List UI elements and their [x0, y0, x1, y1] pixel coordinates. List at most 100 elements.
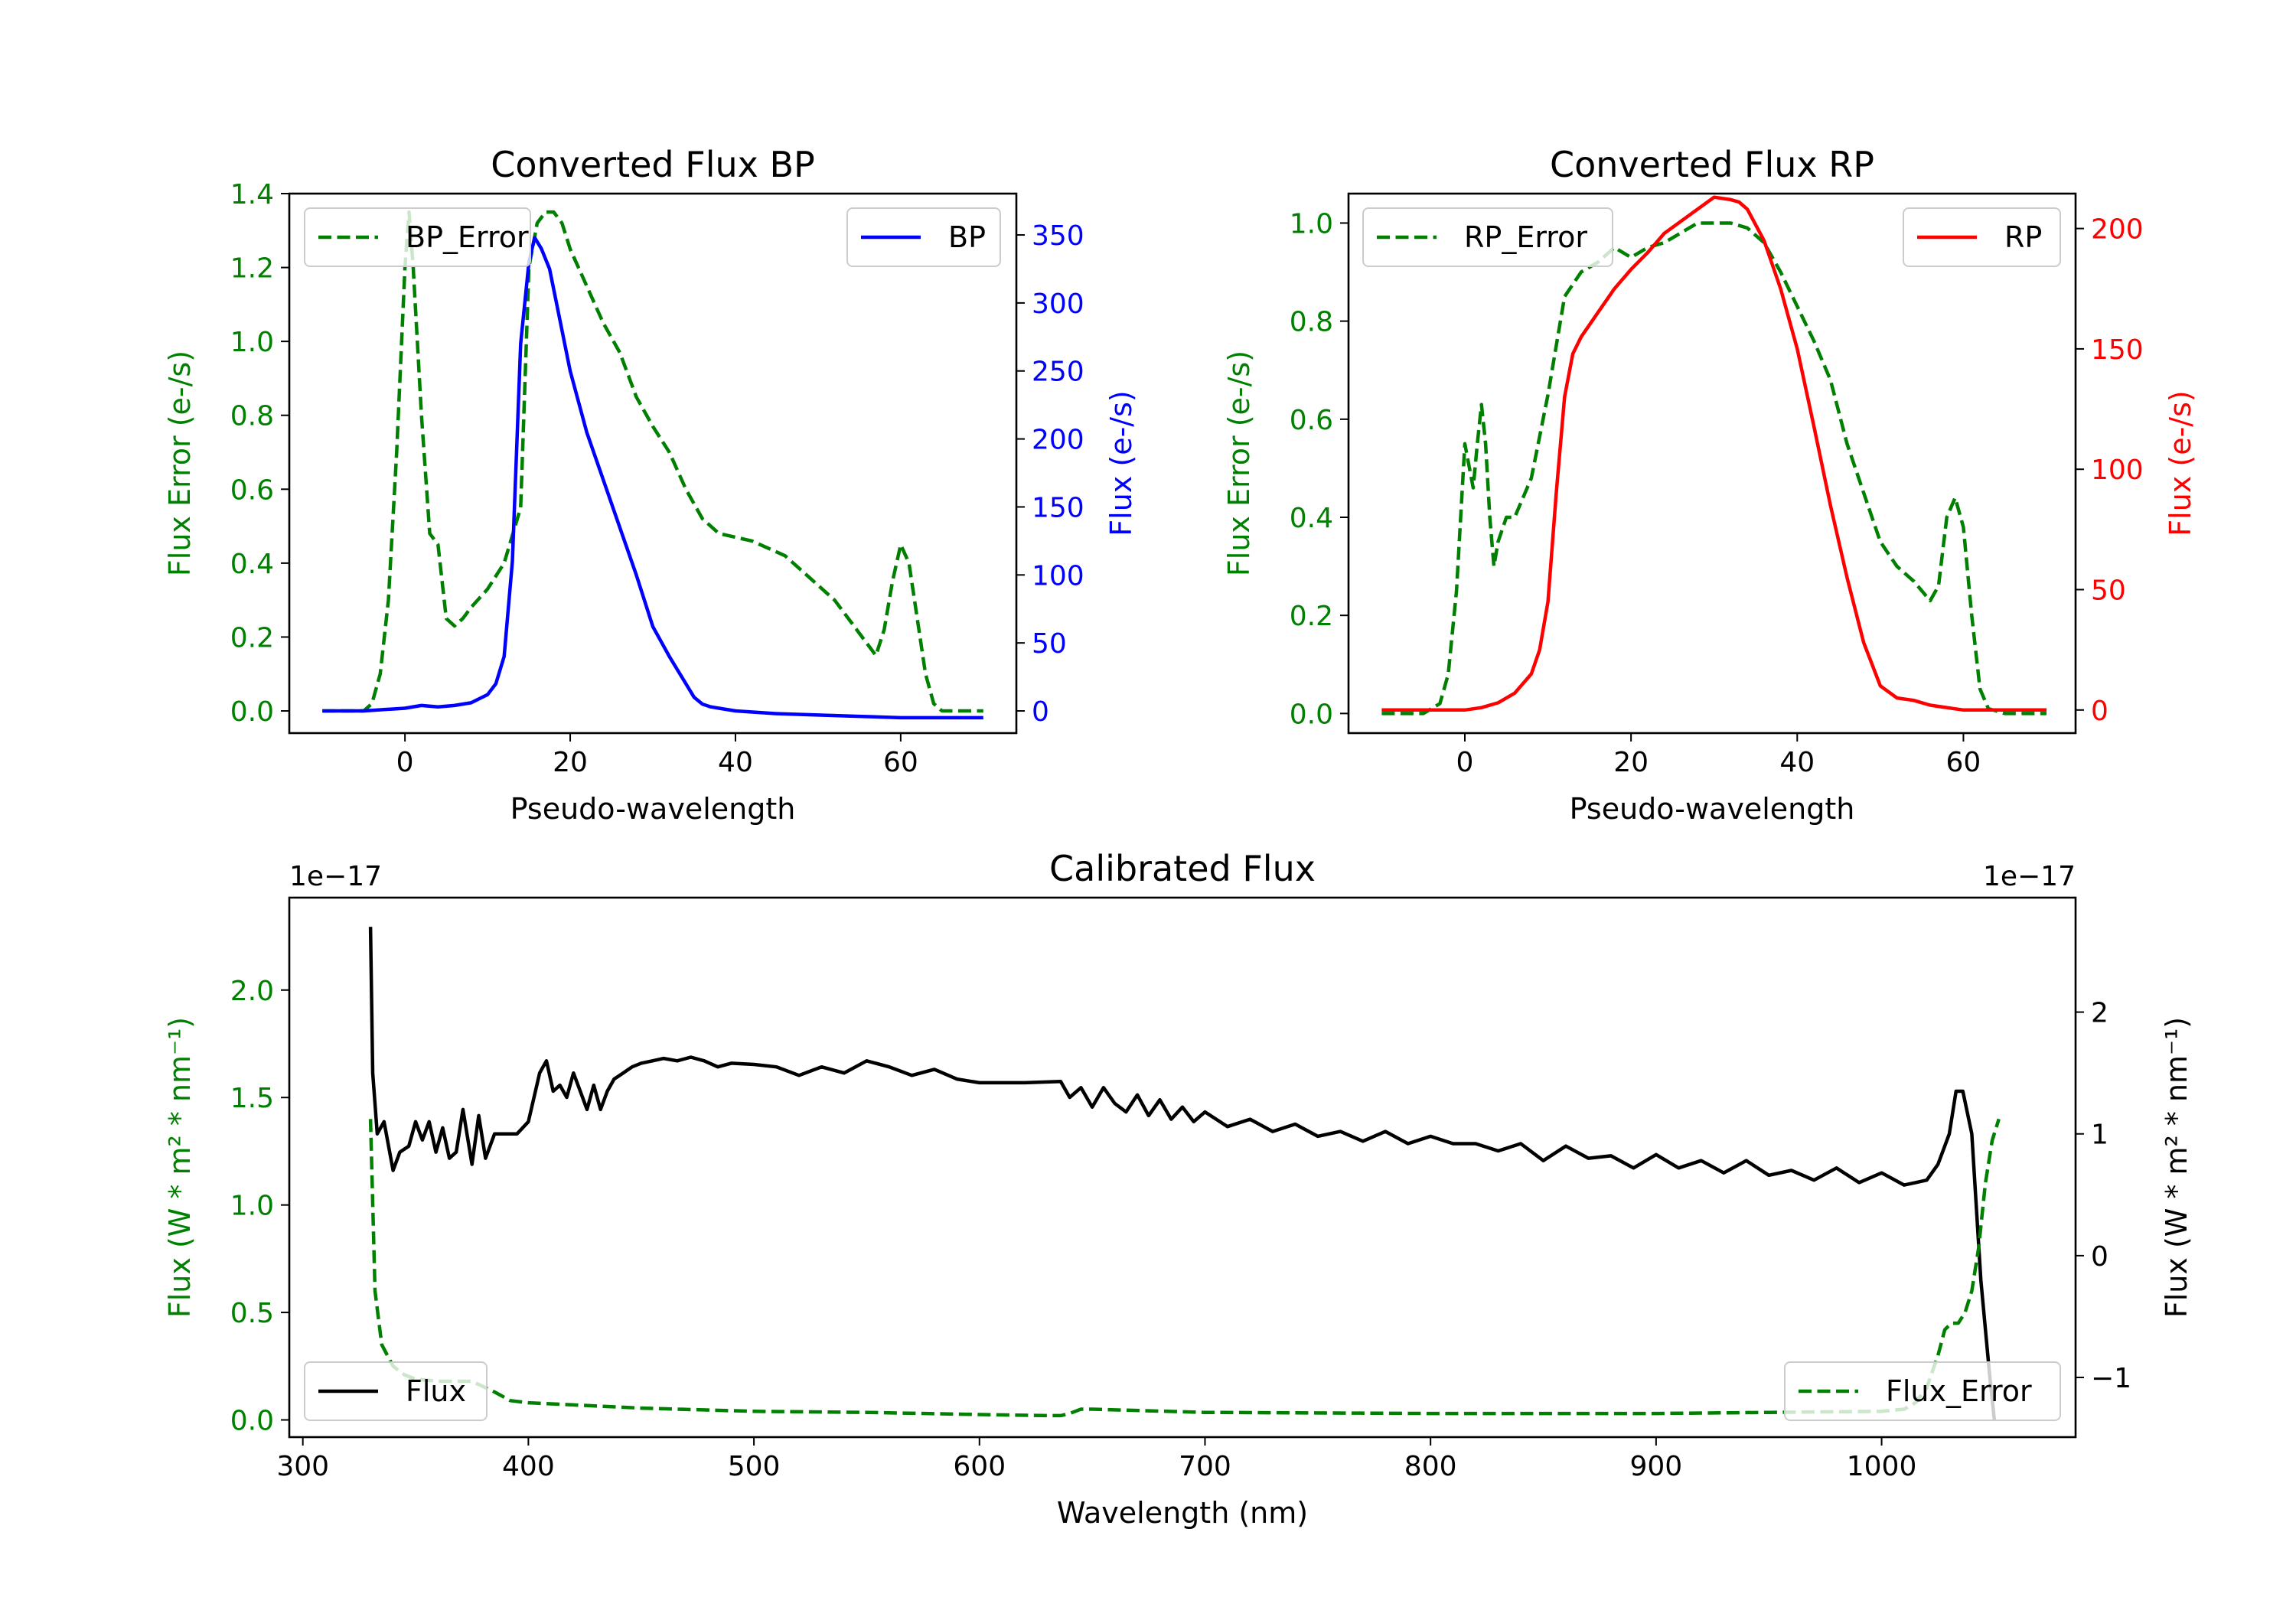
y-tick-label-left: 0.2 — [1290, 601, 1333, 632]
y-tick-label-left: 0.6 — [1290, 405, 1333, 436]
x-tick-label: 40 — [1779, 747, 1815, 778]
y-tick-label-right: 2 — [2091, 998, 2108, 1029]
legend-box — [1784, 1361, 2061, 1421]
y-tick-label-right: 300 — [1032, 288, 1084, 320]
y-tick-label-right: 0 — [2091, 696, 2108, 727]
y-tick-label-right: 150 — [2091, 334, 2144, 366]
y-offset-label-left: 1e−17 — [289, 861, 382, 892]
x-tick-label: 20 — [1613, 747, 1649, 778]
x-tick-label: 60 — [883, 747, 918, 778]
x-tick-label: 0 — [396, 747, 414, 778]
plot-area — [322, 210, 983, 720]
plot-area — [1381, 195, 2047, 715]
x-tick-label: 300 — [276, 1451, 329, 1482]
plot-area — [368, 927, 2001, 1420]
y-tick-label-left: 0.8 — [230, 401, 274, 432]
legend-left: BP_Error — [304, 207, 531, 267]
y-tick-label-left: 1.2 — [230, 253, 274, 285]
y-tick-label-right: 0 — [1032, 696, 1049, 728]
series-line-flux — [368, 927, 1997, 1420]
chart-title: Converted Flux BP — [491, 144, 815, 185]
y-tick-label-left: 0.5 — [230, 1298, 274, 1329]
x-axis-label: Pseudo-wavelength — [1570, 792, 1855, 826]
legend-label: RP — [2004, 220, 2042, 254]
legend-right: RP — [1903, 207, 2061, 267]
y-axis-label-left: Flux Error (e-/s) — [1222, 350, 1256, 576]
x-tick-label: 700 — [1179, 1451, 1231, 1482]
legend-right: Flux_Error — [1784, 1361, 2061, 1421]
y-tick-label-left: 1.0 — [230, 327, 274, 358]
y-tick-label-right: 1 — [2091, 1120, 2108, 1151]
y-tick-label-right: 50 — [1032, 628, 1067, 660]
y-axis-label-right: Flux (e-/s) — [2164, 390, 2197, 536]
y-tick-label-left: 0.2 — [230, 622, 274, 654]
x-tick-label: 800 — [1404, 1451, 1457, 1482]
series-line-rp — [1381, 195, 2047, 712]
y-tick-label-left: 1.5 — [230, 1083, 274, 1114]
x-tick-label: 1000 — [1847, 1451, 1917, 1482]
chart-calibrated: 300 400 500 600 700 800 900 1000 0.0 0.5 1.0 1.5 2.0… — [163, 848, 2193, 1530]
axes-frame — [288, 896, 2077, 1439]
x-tick-label: 20 — [553, 747, 588, 778]
x-tick-label: 500 — [728, 1451, 781, 1482]
legend-box — [1903, 207, 2061, 267]
legend-left: Flux — [304, 1361, 488, 1421]
legend-right: BP — [846, 207, 1001, 267]
y-tick-label-right: 150 — [1032, 492, 1084, 523]
legend-label: BP_Error — [406, 220, 529, 254]
series-line-rp-error — [1381, 221, 2047, 715]
y-tick-label-right: −1 — [2091, 1363, 2131, 1394]
y-axis-label-right: Flux (W * m² * nm⁻¹) — [2160, 1017, 2193, 1318]
x-tick-label: 40 — [718, 747, 753, 778]
legend-label: RP_Error — [1464, 220, 1587, 254]
legend-label: Flux — [406, 1374, 466, 1408]
x-tick-label: 60 — [1946, 747, 1981, 778]
y-tick-label-right: 200 — [2091, 214, 2144, 246]
x-axis-label: Wavelength (nm) — [1057, 1496, 1308, 1530]
y-tick-label-left: 1.4 — [230, 179, 274, 210]
x-tick-label: 600 — [953, 1451, 1006, 1482]
y-tick-label-left: 0.4 — [230, 549, 274, 580]
axes-frame — [1347, 192, 2077, 735]
y-tick-label-left: 0.6 — [230, 474, 274, 506]
legend-left: RP_Error — [1362, 207, 1613, 267]
y-tick-label-left: 0.8 — [1290, 307, 1333, 338]
x-axis-label: Pseudo-wavelength — [510, 792, 796, 826]
y-offset-label-right: 1e−17 — [1983, 861, 2076, 892]
y-tick-label-left: 0.0 — [1290, 699, 1333, 730]
y-tick-label-left: 0.0 — [230, 696, 274, 728]
y-tick-label-left: 1.0 — [1290, 208, 1333, 240]
series-line-bp-error — [322, 210, 983, 713]
legend-box — [304, 207, 531, 267]
y-tick-label-right: 0 — [2091, 1241, 2108, 1273]
y-tick-label-right: 50 — [2091, 575, 2126, 607]
chart-bp: 0 20 40 60 0.0 0.2 0.4 0.6 0.8 1.0 1.2 1.4 0 50 100 150… — [163, 144, 1138, 826]
y-tick-label-right: 200 — [1032, 425, 1084, 456]
y-axis-label-right: Flux (e-/s) — [1104, 390, 1138, 536]
x-tick-label: 400 — [502, 1451, 555, 1482]
y-tick-label-right: 350 — [1032, 220, 1084, 252]
legend-label: Flux_Error — [1886, 1374, 2032, 1408]
series-line-flux-error — [368, 1118, 2001, 1418]
legend-box — [304, 1361, 488, 1421]
y-tick-label-right: 100 — [1032, 560, 1084, 592]
y-tick-label-left: 1.0 — [230, 1191, 274, 1222]
chart-rp: 0 20 40 60 0.0 0.2 0.4 0.6 0.8 1.0 0 50 100 150 200 Con… — [1222, 144, 2197, 826]
x-tick-label: 900 — [1630, 1451, 1683, 1482]
chart-title: Converted Flux RP — [1550, 144, 1874, 185]
legend-box — [1362, 207, 1613, 267]
y-tick-label-left: 0.4 — [1290, 503, 1333, 534]
axes-frame — [288, 192, 1018, 735]
y-tick-label-right: 100 — [2091, 455, 2144, 486]
y-axis-label-left: Flux (W * m² * nm⁻¹) — [163, 1017, 197, 1318]
legend-box — [846, 207, 1001, 267]
chart-title: Calibrated Flux — [1049, 848, 1316, 889]
y-tick-label-left: 2.0 — [230, 976, 274, 1007]
legend-label: BP — [948, 220, 986, 254]
y-tick-label-left: 0.0 — [230, 1406, 274, 1437]
series-line-bp — [322, 236, 983, 720]
y-axis-label-left: Flux Error (e-/s) — [163, 350, 197, 576]
y-tick-label-right: 250 — [1032, 357, 1084, 388]
x-tick-label: 0 — [1456, 747, 1474, 778]
